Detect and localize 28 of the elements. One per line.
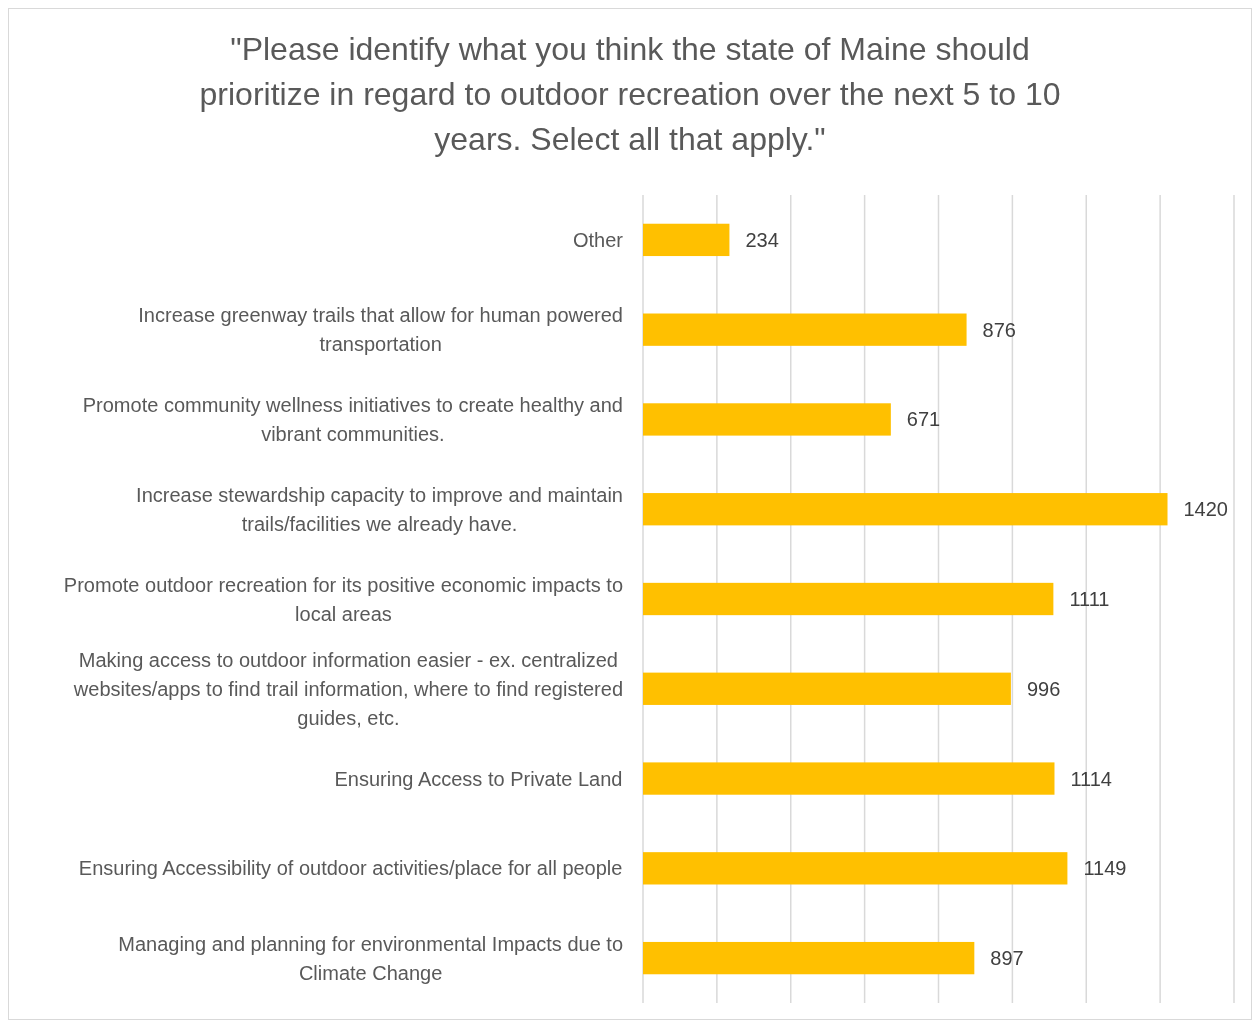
y-tick-label: Ensuring Access to Private Land xyxy=(334,767,623,790)
y-tick-label: Ensuring Accessibility of outdoor activities/place for all people xyxy=(78,857,623,880)
y-tick-label: Increase stewardship capacity to improve and maintain trails/facilities we already have. xyxy=(136,483,623,535)
data-label: 1149 xyxy=(1083,857,1127,880)
data-label: 234 xyxy=(745,228,779,251)
data-label: 1114 xyxy=(1070,767,1113,790)
y-tick-label: Increase greenway trails that allow for human powered transportation xyxy=(138,304,623,356)
bar xyxy=(643,493,1168,526)
data-label: 1111 xyxy=(1069,588,1110,610)
bar xyxy=(643,403,891,436)
data-label: 671 xyxy=(906,408,941,431)
data-label: 996 xyxy=(1026,677,1061,700)
bar xyxy=(643,941,975,975)
bar xyxy=(643,672,1011,705)
bar xyxy=(643,582,1054,616)
bar xyxy=(643,223,730,257)
y-tick-label: Managing and planning for environmental Impacts due to Climate Change xyxy=(118,932,623,984)
data-label: 897 xyxy=(990,947,1024,970)
data-label: 1420 xyxy=(1183,498,1229,521)
bar xyxy=(643,313,967,346)
bar xyxy=(643,762,1055,795)
y-tick-label: Other xyxy=(572,228,624,251)
y-tick-label: Promote community wellness initiatives to create healthy and vibrant communities. xyxy=(82,393,624,445)
bar xyxy=(643,852,1068,885)
y-tick-label: Promote outdoor recreation for its positive economic impacts to local areas xyxy=(63,573,623,625)
data-label: 876 xyxy=(982,318,1016,341)
chart-title: "Please identify what you think the state of Maine should prioritize in regard to outdoor recreation over the next 5 to 10 years. Select all that apply." xyxy=(199,31,1061,157)
y-tick-label: Making access to outdoor information easier - ex. centralized websites/apps to find trail information, where to find registered guides, etc. xyxy=(72,648,623,729)
